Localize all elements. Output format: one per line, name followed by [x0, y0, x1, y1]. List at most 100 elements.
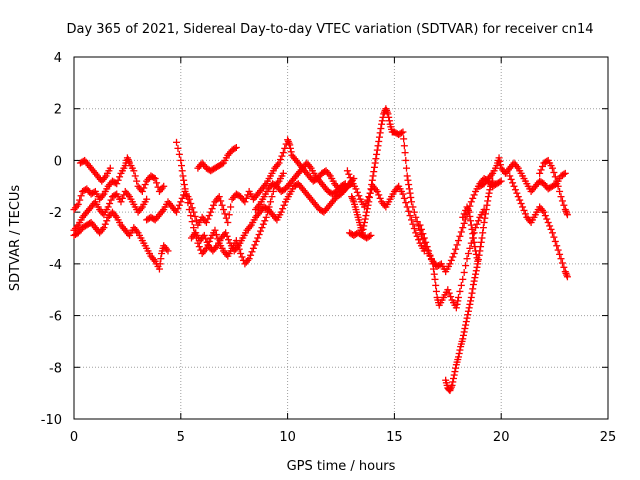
data-point [540, 208, 548, 216]
data-point [399, 128, 407, 136]
data-point [560, 170, 568, 178]
data-point [106, 164, 114, 172]
data-point [459, 275, 467, 283]
data-point [519, 203, 527, 211]
data-point [191, 212, 199, 220]
data-point [279, 149, 287, 157]
data-point [385, 117, 393, 125]
data-point [558, 259, 566, 267]
data-point [472, 250, 480, 258]
data-point [496, 157, 504, 165]
data-point [469, 281, 477, 289]
data-point [484, 193, 492, 201]
data-point [211, 226, 219, 234]
data-point [423, 243, 431, 251]
data-point [341, 180, 349, 188]
data-point [363, 208, 371, 216]
data-point [482, 210, 490, 218]
data-point [464, 250, 472, 258]
data-point [359, 225, 367, 233]
data-point [553, 177, 561, 185]
data-point [224, 218, 232, 226]
data-point [202, 235, 210, 243]
y-tick-label: -2 [49, 206, 62, 221]
data-point [489, 177, 497, 185]
data-point [465, 208, 473, 216]
data-point [184, 199, 192, 207]
data-point [513, 189, 521, 197]
data-point [464, 311, 472, 319]
data-point [177, 156, 185, 164]
data-point [479, 229, 487, 237]
data-point [560, 201, 568, 209]
data-point [360, 203, 368, 211]
data-point [275, 159, 283, 167]
data-point [452, 245, 460, 253]
data-point [554, 246, 562, 254]
data-point [556, 187, 564, 195]
data-point [220, 206, 228, 214]
data-point [459, 331, 467, 339]
data-point [477, 238, 485, 246]
data-point [140, 184, 148, 192]
data-point [538, 162, 546, 170]
data-point [562, 269, 570, 277]
data-series [252, 159, 349, 214]
data-point [217, 197, 225, 205]
data-point [419, 230, 427, 238]
data-point [469, 285, 477, 293]
data-point [422, 238, 430, 246]
data-point [547, 225, 555, 233]
data-point [360, 218, 368, 226]
data-point [205, 212, 213, 220]
y-tick-labels: -10 -8 -6 -4 -2 0 2 4 [41, 51, 62, 428]
data-point [237, 250, 245, 258]
data-point [511, 186, 519, 194]
data-point [521, 210, 529, 218]
data-point [262, 213, 270, 221]
data-point [241, 198, 249, 206]
data-point [402, 199, 410, 207]
data-point [474, 257, 482, 265]
data-points [70, 105, 571, 395]
data-point [173, 138, 181, 146]
data-point [466, 300, 474, 308]
data-point [471, 274, 479, 282]
data-point [366, 189, 374, 197]
data-point [355, 192, 363, 200]
data-point [175, 150, 183, 158]
data-point [269, 187, 277, 195]
data-point [560, 263, 568, 271]
data-point [259, 220, 267, 228]
data-point [155, 265, 163, 273]
data-point [520, 206, 528, 214]
data-point [469, 230, 477, 238]
data-point [370, 163, 378, 171]
data-point [543, 215, 551, 223]
data-point [514, 193, 522, 201]
data-point [345, 170, 353, 178]
data-point [471, 243, 479, 251]
x-tick-label: 10 [279, 430, 296, 445]
data-series [70, 208, 172, 273]
data-point [416, 221, 424, 229]
data-point [375, 191, 383, 199]
y-tick-label: 4 [54, 51, 62, 66]
data-series [194, 144, 240, 175]
data-point [563, 209, 571, 217]
data-point [255, 231, 263, 239]
data-point [113, 180, 121, 188]
data-point [160, 182, 168, 190]
data-point [143, 195, 151, 203]
data-point [348, 194, 356, 202]
data-point [468, 225, 476, 233]
data-point [349, 196, 357, 204]
data-point [558, 197, 566, 205]
data-point [400, 194, 408, 202]
data-point [551, 237, 559, 245]
data-point [544, 218, 552, 226]
data-point [405, 181, 413, 189]
data-point [470, 277, 478, 285]
data-point [469, 194, 477, 202]
